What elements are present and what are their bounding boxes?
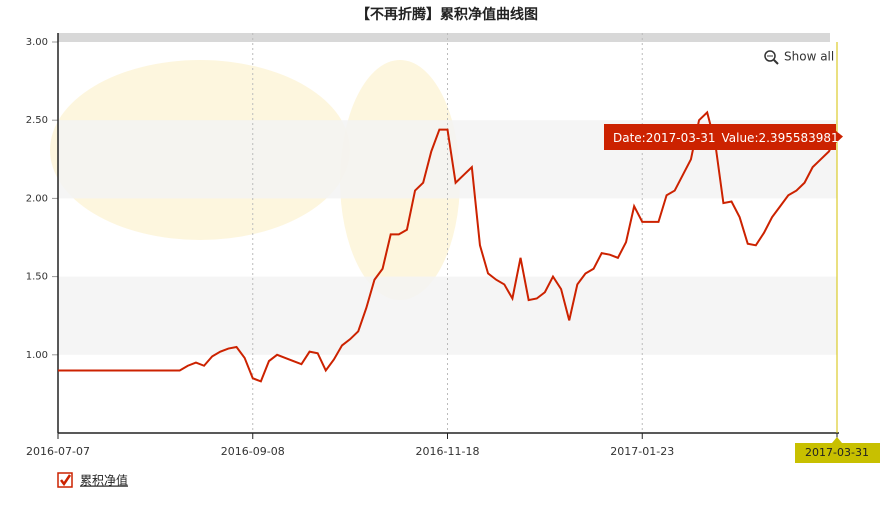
scrollbar[interactable] (58, 33, 830, 42)
tooltip: Date:2017-03-31 Value:2.395583981 (613, 131, 839, 145)
date-tag (795, 443, 880, 463)
chart-title: 【不再折腾】累积净值曲线图 (356, 6, 538, 23)
y-tick-label: 2.00 (26, 193, 48, 204)
zoom-icon (773, 59, 779, 65)
y-tick-label: 1.50 (26, 272, 48, 283)
y-tick-label: 1.00 (26, 350, 48, 361)
y-tick-label: 2.50 (26, 115, 48, 126)
legend-label: 累积净值 (80, 473, 128, 488)
tooltip-arrow (836, 131, 843, 143)
x-tick-label: 2016-07-07 (26, 445, 90, 458)
x-tick-label: 2016-11-18 (416, 445, 480, 458)
tooltip-date: 2017-03-31 (646, 131, 716, 145)
tooltip-value: 2.395583981 (758, 131, 838, 145)
tooltip-date-label: Date: (613, 131, 646, 145)
show-all[interactable]: Show all (784, 50, 834, 64)
legend-check (60, 474, 72, 487)
legend[interactable]: 累积净值 (57, 472, 128, 488)
x-tick-label: 2016-09-08 (221, 445, 285, 458)
date-tag-arrow (832, 437, 842, 443)
tooltip-value-label: Value: (721, 131, 758, 145)
show-all-button[interactable]: Show all (764, 50, 834, 65)
y-tick-label: 3.00 (26, 37, 48, 48)
line (58, 110, 838, 383)
date-tag-text: 2017-03-31 (805, 446, 869, 459)
zoom-icon (764, 50, 776, 62)
tooltip-box (604, 124, 836, 150)
x-tick-label: 2017-01-23 (610, 445, 674, 458)
